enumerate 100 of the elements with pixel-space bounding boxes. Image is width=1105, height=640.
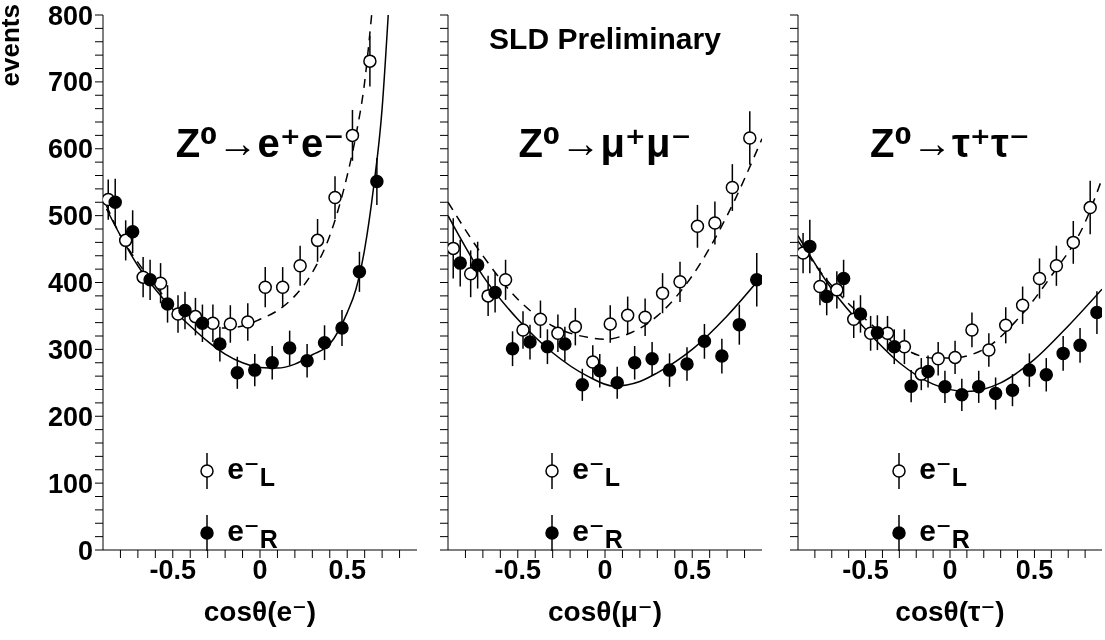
annotation: Z⁰→e⁺e⁻	[174, 120, 346, 166]
point	[540, 339, 555, 354]
point	[258, 280, 272, 294]
point	[750, 273, 762, 287]
point	[125, 224, 140, 239]
point	[1073, 338, 1087, 353]
y-tick-label: 0	[77, 535, 93, 566]
point	[533, 312, 548, 327]
point	[610, 376, 624, 390]
point	[310, 233, 325, 248]
x-tick-label: 0.5	[1015, 555, 1054, 586]
point	[516, 323, 530, 337]
point	[853, 307, 868, 321]
legend-label: e⁻$_{L}$	[227, 450, 275, 492]
point	[1066, 235, 1081, 250]
y-tick-label: 800	[47, 0, 93, 31]
y-tick-label: 300	[47, 334, 93, 365]
point	[1056, 346, 1070, 361]
y-tick-label: 400	[47, 268, 93, 299]
y-tick-label: 100	[47, 468, 93, 499]
point	[213, 337, 227, 351]
point	[998, 318, 1013, 333]
point	[160, 297, 175, 311]
point	[1049, 259, 1064, 273]
point	[463, 267, 478, 281]
point	[921, 364, 935, 379]
x-tick-label: 0	[252, 555, 268, 586]
legend-label: e⁻$_{R}$	[227, 512, 278, 554]
point	[488, 285, 502, 300]
point	[971, 380, 986, 394]
point	[352, 265, 367, 279]
y-tick-label: 600	[47, 134, 93, 165]
point	[655, 286, 670, 300]
point	[708, 216, 722, 230]
point	[370, 174, 384, 189]
point	[143, 273, 157, 287]
point	[1005, 383, 1020, 397]
point	[345, 128, 360, 143]
point	[328, 190, 342, 205]
point	[265, 356, 279, 370]
point	[725, 180, 740, 195]
point	[638, 310, 652, 325]
x-axis-title: cosθ(e⁻)	[202, 595, 318, 628]
point	[620, 308, 635, 323]
point	[178, 303, 192, 318]
y-tick-label: 700	[47, 67, 93, 98]
point	[586, 355, 600, 369]
x-axis-title: cosθ(μ⁻)	[547, 595, 663, 628]
point	[317, 335, 332, 350]
point	[673, 275, 687, 289]
point	[282, 341, 297, 355]
point	[662, 363, 677, 377]
point	[230, 366, 245, 380]
point	[498, 273, 513, 287]
point	[523, 335, 537, 349]
annotation: Z⁰→μ⁺μ⁻	[517, 120, 693, 166]
x-tick-label: -0.5	[149, 555, 197, 586]
point	[551, 326, 565, 341]
point	[627, 356, 642, 370]
point	[904, 379, 918, 393]
legend-label: e⁻$_{R}$	[572, 512, 623, 554]
point	[603, 317, 617, 331]
point	[241, 315, 255, 329]
point	[732, 317, 747, 332]
y-tick-label: 200	[47, 401, 93, 432]
point	[448, 241, 460, 256]
annotation: SLD Preliminary	[488, 22, 722, 56]
point	[300, 353, 314, 368]
point	[1039, 368, 1054, 382]
point	[275, 280, 290, 294]
point	[931, 351, 945, 366]
point	[887, 339, 902, 354]
point	[108, 195, 122, 209]
point	[470, 258, 485, 272]
point	[965, 323, 979, 337]
point	[830, 283, 844, 297]
point	[645, 351, 659, 366]
point	[870, 325, 885, 340]
point	[982, 343, 996, 357]
point	[880, 326, 895, 341]
point	[223, 317, 238, 331]
legend-label: e⁻$_{L}$	[572, 450, 620, 492]
point	[988, 386, 1003, 401]
point	[743, 131, 757, 145]
point	[248, 363, 262, 377]
x-tick-label: 0	[942, 555, 958, 586]
point	[690, 219, 705, 234]
legend-label: e⁻$_{L}$	[919, 450, 967, 492]
point	[938, 380, 952, 394]
point	[1015, 298, 1030, 312]
point	[363, 54, 377, 68]
point	[836, 271, 851, 286]
point	[819, 289, 834, 304]
point	[335, 321, 349, 335]
point	[453, 256, 467, 270]
point	[558, 337, 572, 351]
point	[1032, 271, 1047, 286]
point	[1083, 200, 1097, 215]
y-tick-label: 500	[47, 201, 93, 232]
point	[813, 279, 827, 294]
